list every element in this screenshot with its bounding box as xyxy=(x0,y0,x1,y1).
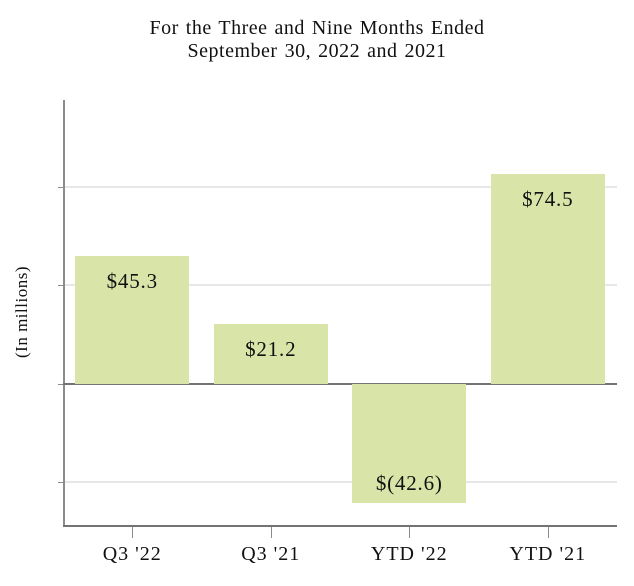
y-axis-label: (In millions) xyxy=(12,266,31,358)
x-axis-tick xyxy=(270,527,272,538)
y-axis-tick xyxy=(58,482,63,484)
bar-q3-22: $45.3 xyxy=(75,256,190,384)
x-tick-label: YTD '21 xyxy=(509,543,587,565)
plot-area: $45.3 $21.2 $(42.6) $74.5 xyxy=(58,100,617,527)
bar-value-label: $74.5 xyxy=(522,187,574,212)
x-axis-tick xyxy=(132,527,134,538)
zero-line xyxy=(63,382,617,385)
gridline xyxy=(65,481,617,484)
chart-title: For the Three and Nine Months Ended Sept… xyxy=(0,17,634,63)
x-tick-label: YTD '22 xyxy=(370,543,448,565)
x-tick-label: Q3 '21 xyxy=(241,543,301,565)
bar-q3-21: $21.2 xyxy=(213,324,328,384)
bar-value-label: $45.3 xyxy=(106,269,158,294)
y-axis-tick xyxy=(58,383,63,385)
y-axis-line xyxy=(63,100,65,527)
bar-ytd-21: $74.5 xyxy=(490,174,605,384)
x-axis-tick xyxy=(547,527,549,538)
y-axis-tick xyxy=(58,187,63,189)
x-tick-label: Q3 '22 xyxy=(102,543,162,565)
y-axis-tick xyxy=(58,285,63,287)
gridline xyxy=(65,186,617,189)
x-axis-line xyxy=(63,525,617,527)
chart-title-line2: September 30, 2022 and 2021 xyxy=(187,40,447,62)
chart-title-line1: For the Three and Nine Months Ended xyxy=(149,17,485,39)
x-axis-tick xyxy=(409,527,411,538)
bar-value-label: $21.2 xyxy=(245,337,297,362)
bar-ytd-22: $(42.6) xyxy=(352,383,467,504)
bar-value-label: $(42.6) xyxy=(375,471,443,496)
gridline xyxy=(65,284,617,287)
